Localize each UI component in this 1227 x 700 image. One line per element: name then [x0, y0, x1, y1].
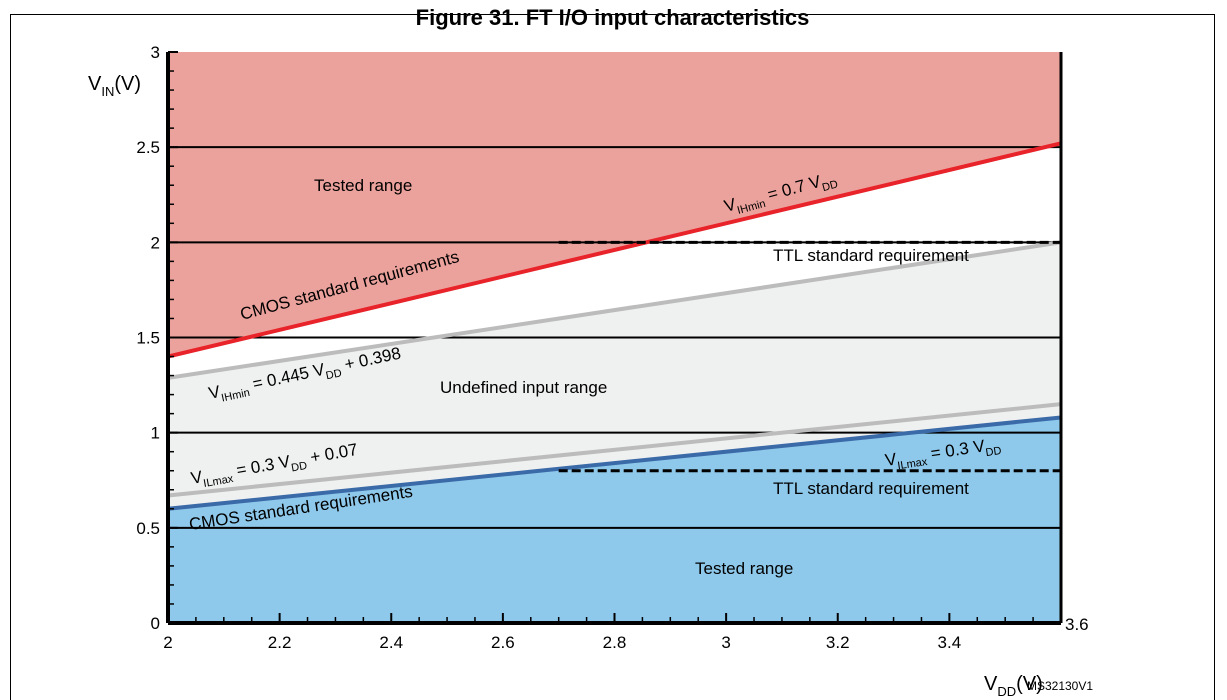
label-tested-range-bottom: Tested range — [695, 559, 793, 578]
label-ttl-requirement-lower: TTL standard requirement — [773, 479, 969, 498]
x-tick-label: 3 — [721, 633, 730, 652]
chart-ticks: 2 2.2 2.4 2.6 2.8 3 3.2 3.4 3.6 0 0.5 1 1.5 2 2.5 3 — [136, 43, 1088, 652]
region-cmos-high — [168, 52, 1061, 357]
y-tick-label: 1 — [151, 424, 160, 443]
x-tick-label: 2.6 — [491, 633, 515, 652]
region-undefined — [168, 242, 1061, 509]
x-tick-label: 3.2 — [826, 633, 850, 652]
x-tick-label: 2.4 — [379, 633, 403, 652]
figure-frame: Figure 31. FT I/O input characteristics — [10, 7, 1215, 700]
x-tick-label: 2.8 — [603, 633, 627, 652]
series-vihmin-cmos-line — [168, 141, 1061, 359]
y-axis-label: VIN(V) — [88, 73, 141, 99]
series-vilmax-ft-line — [168, 402, 1061, 498]
figure-title: Figure 31. FT I/O input characteristics — [415, 5, 810, 30]
label-tested-range-top: Tested range — [314, 176, 412, 195]
y-tick-label: 0 — [151, 614, 160, 633]
y-tick-label: 1.5 — [136, 329, 160, 348]
x-tick-label: 2 — [163, 633, 172, 652]
label-undefined-input-range: Undefined input range — [440, 378, 607, 397]
y-tick-label: 3 — [151, 43, 160, 62]
chart-regions — [168, 52, 1061, 623]
region-cmos-low — [168, 417, 1061, 623]
series-vihmin-ft-line — [168, 240, 1061, 380]
label-ttl-requirement-upper: TTL standard requirement — [773, 246, 969, 265]
y-tick-label: 0.5 — [136, 519, 160, 538]
x-tick-label: 3.6 — [1065, 615, 1089, 634]
x-tick-label: 2.2 — [268, 633, 292, 652]
chart-series — [168, 141, 1061, 511]
y-tick-label: 2 — [151, 233, 160, 252]
figure-code: MS32130V1 — [1027, 679, 1093, 693]
y-tick-label: 2.5 — [136, 138, 160, 157]
series-vilmax-cmos-line — [168, 415, 1061, 511]
x-axis-label: VDD(V) — [984, 673, 1043, 699]
x-tick-label: 3.4 — [938, 633, 962, 652]
